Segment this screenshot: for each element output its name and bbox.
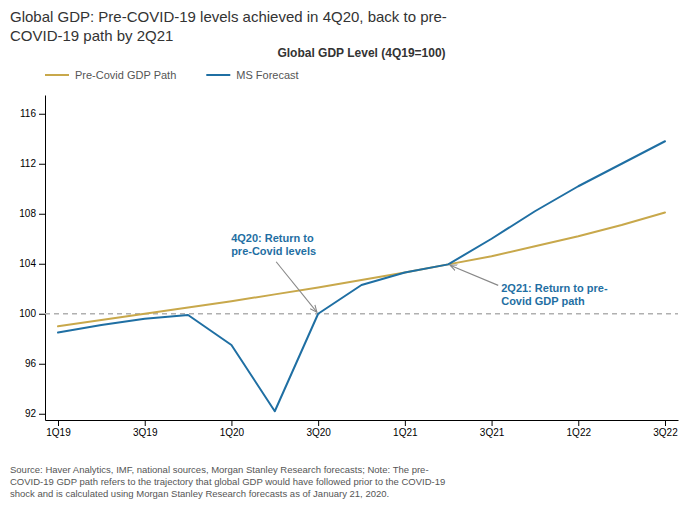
y-tick-label: 116 [20, 108, 36, 119]
annotations: 4Q20: Return topre-Covid levels 2Q21: Ret… [231, 232, 608, 313]
x-tick-mark [318, 420, 319, 426]
y-tick: 104 [19, 258, 45, 269]
y-tick-label: 104 [19, 258, 36, 269]
y-tick-mark [39, 414, 45, 415]
x-tick-mark [665, 420, 666, 426]
y-tick: 112 [20, 158, 45, 169]
subtitle: Global GDP Level (4Q19=100) [277, 46, 445, 60]
series-line [58, 213, 665, 327]
x-tick: 3Q20 [306, 420, 331, 438]
marks [45, 141, 678, 411]
x-tick-mark [58, 420, 59, 426]
x-tick: 3Q21 [480, 420, 505, 438]
x-axis: 1Q19 3Q19 1Q20 3Q20 1Q21 3Q21 1Q22 3Q22 [46, 420, 679, 438]
x-tick: 3Q22 [653, 420, 678, 438]
y-tick: 108 [19, 208, 45, 219]
legend-swatch [206, 74, 230, 76]
legend-label: Pre-Covid GDP Path [75, 69, 176, 81]
x-tick-mark [145, 420, 146, 426]
y-tick-label: 112 [20, 158, 36, 169]
y-tick-mark [39, 264, 45, 265]
plot: Global GDP Level (4Q19=100) 92 96 100 104 108… [19, 46, 678, 438]
y-tick-mark [39, 114, 45, 115]
source-line: Source: Haver Analytics, IMF, national s… [10, 464, 429, 475]
annotation-arrow [276, 262, 317, 312]
x-tick-label: 3Q20 [306, 427, 331, 438]
y-tick: 100 [19, 308, 45, 319]
x-tick-label: 1Q19 [46, 427, 71, 438]
y-axis: 92 96 100 104 108 112 116 [19, 96, 45, 421]
annotation-line: pre-Covid levels [231, 245, 316, 257]
annotation-line: Covid GDP path [501, 295, 585, 307]
source: Source: Haver Analytics, IMF, national s… [10, 464, 445, 499]
annotation: 2Q21: Return to pre-Covid GDP path [501, 282, 608, 307]
x-tick-mark [578, 420, 579, 426]
x-axis-line [46, 420, 679, 421]
x-tick-mark [405, 420, 406, 426]
y-tick: 92 [25, 408, 45, 419]
legend-swatch [45, 74, 69, 76]
title: Global GDP: Pre-COVID-19 levels achieved… [10, 8, 447, 44]
y-axis-line [45, 96, 46, 421]
x-tick-label: 3Q21 [480, 427, 505, 438]
x-tick-mark [231, 420, 232, 426]
x-tick-label: 1Q22 [567, 427, 592, 438]
x-tick: 1Q22 [567, 420, 592, 438]
y-tick-label: 96 [25, 358, 37, 369]
y-tick-mark [39, 314, 45, 315]
y-tick-label: 100 [19, 308, 36, 319]
source-line: COVID-19 GDP path refers to the trajecto… [10, 476, 445, 487]
x-tick: 1Q21 [393, 420, 418, 438]
annotation-line: 4Q20: Return to [231, 232, 314, 244]
annotation: 4Q20: Return topre-Covid levels [231, 232, 316, 257]
legend-item: Pre-Covid GDP Path [45, 69, 176, 81]
source-line: shock and is calculated using Morgan Sta… [10, 488, 389, 499]
legend: Pre-Covid GDP Path MS Forecast [45, 69, 299, 81]
y-tick-mark [39, 164, 45, 165]
chart-svg: Global GDP: Pre-COVID-19 levels achieved… [0, 0, 700, 505]
annotation-arrow [450, 265, 498, 285]
title-line: Global GDP: Pre-COVID-19 levels achieved… [10, 8, 447, 25]
y-tick: 96 [25, 358, 45, 369]
x-tick-label: 3Q22 [653, 427, 678, 438]
x-tick: 3Q19 [133, 420, 158, 438]
x-tick: 1Q19 [46, 420, 71, 438]
y-tick-label: 108 [19, 208, 36, 219]
legend-label: MS Forecast [236, 69, 298, 81]
y-tick-mark [39, 364, 45, 365]
y-tick-label: 92 [25, 408, 37, 419]
x-tick-label: 1Q21 [393, 427, 418, 438]
series-line [58, 141, 665, 411]
legend-item: MS Forecast [206, 69, 298, 81]
x-tick-label: 1Q20 [220, 427, 245, 438]
x-tick-label: 3Q19 [133, 427, 158, 438]
annotation-line: 2Q21: Return to pre- [501, 282, 608, 294]
title-line: COVID-19 path by 2Q21 [10, 27, 173, 44]
y-tick: 116 [20, 108, 45, 119]
y-tick-mark [39, 214, 45, 215]
x-tick-mark [492, 420, 493, 426]
x-tick: 1Q20 [220, 420, 245, 438]
